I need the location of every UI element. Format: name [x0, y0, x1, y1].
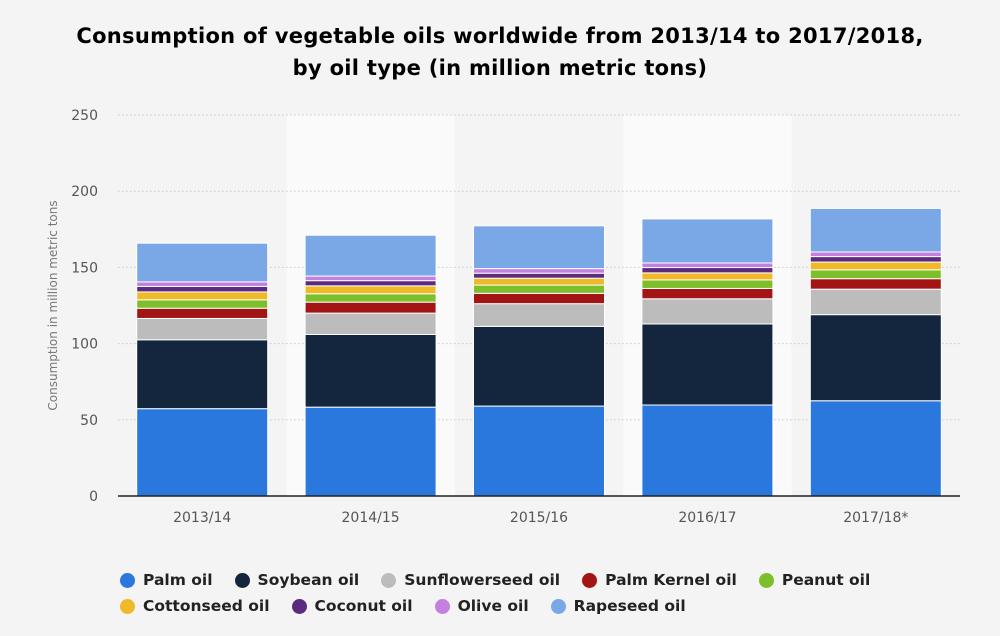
- bar-segment: [473, 268, 605, 274]
- bar-segment: [136, 285, 269, 293]
- bar-segment: [809, 261, 942, 271]
- bar-segment: [136, 299, 269, 309]
- bar-segment: [304, 301, 437, 314]
- legend-item[interactable]: Peanut oil: [758, 570, 871, 590]
- bar-segment: [473, 284, 605, 294]
- bar-segment: [304, 333, 437, 408]
- legend-label: Coconut oil: [314, 597, 413, 615]
- chart-subtitle: by oil type (in million metric tons): [292, 56, 708, 80]
- legend-item[interactable]: Coconut oil: [291, 596, 413, 616]
- bar-segment: [473, 272, 605, 279]
- x-tick-label: 2015/16: [510, 510, 568, 526]
- y-tick-label: 50: [80, 413, 98, 429]
- legend-swatch-icon: [550, 598, 566, 614]
- x-tick-label: 2016/17: [678, 510, 736, 526]
- y-tick-label: 0: [89, 489, 98, 505]
- bar-segment: [304, 406, 437, 497]
- legend-item[interactable]: Palm oil: [120, 570, 213, 590]
- legend-swatch-icon: [582, 572, 598, 588]
- bar-segment: [473, 225, 605, 270]
- legend-label: Olive oil: [457, 597, 529, 615]
- bar-segment: [136, 242, 269, 283]
- x-tick-label: 2013/14: [173, 510, 231, 526]
- legend-item[interactable]: Olive oil: [434, 596, 529, 616]
- bar-segment: [809, 278, 942, 290]
- bar-segment: [809, 400, 942, 497]
- bar-segment: [809, 207, 942, 253]
- stacked-bar-chart: 0 50 100 150 200 250 Consumption in million me…: [46, 108, 960, 526]
- bar-segment: [473, 303, 605, 327]
- bar-segment: [641, 298, 774, 325]
- bar-segment: [641, 272, 774, 281]
- chart-title-line-1: Consumption of vegetable oils worldwide …: [76, 24, 924, 48]
- y-tick-label: 250: [71, 108, 98, 124]
- bar-segment: [136, 317, 269, 341]
- chart-title: Consumption of vegetable oils worldwide …: [0, 20, 1000, 84]
- bar-segment: [473, 325, 605, 407]
- legend-label: Sunflowerseed oil: [404, 571, 561, 589]
- x-tick-label: 2014/15: [342, 510, 400, 526]
- x-tick-label: 2017/18*: [843, 510, 908, 526]
- legend-swatch-icon: [120, 572, 135, 588]
- bar-segment: [641, 404, 774, 497]
- bar-segment: [641, 267, 774, 274]
- legend-swatch-icon: [434, 598, 450, 614]
- bar-segment: [641, 323, 774, 406]
- bar-segment: [304, 312, 437, 335]
- legend-label: Cottonseed oil: [143, 597, 270, 615]
- legend-item[interactable]: Soybean oil: [234, 570, 360, 590]
- legend-swatch-icon: [758, 572, 774, 588]
- legend-swatch-icon: [291, 598, 307, 614]
- bar-segment: [641, 262, 774, 269]
- legend-label: Soybean oil: [257, 571, 360, 589]
- y-tick-label: 150: [71, 260, 98, 276]
- bar-segment: [809, 256, 942, 263]
- bar-segment: [641, 218, 774, 264]
- bar-segment: [136, 408, 269, 497]
- legend-item[interactable]: Cottonseed oil: [120, 596, 270, 616]
- legend-label: Peanut oil: [781, 571, 871, 589]
- bar-segment: [304, 285, 437, 295]
- bar-segment: [304, 275, 437, 282]
- bar-segment: [641, 287, 774, 300]
- legend-label: Palm oil: [143, 571, 213, 589]
- legend-label: Rapeseed oil: [573, 597, 686, 615]
- bar-segment: [136, 281, 269, 287]
- bar-segment: [136, 307, 269, 319]
- y-tick-label: 200: [71, 184, 98, 200]
- bar-segment: [473, 277, 605, 286]
- bar-segment: [136, 291, 269, 301]
- legend-swatch-icon: [120, 598, 135, 614]
- bar-segment: [136, 339, 269, 410]
- y-tick-label: 100: [71, 337, 98, 353]
- bar-segment: [809, 314, 942, 402]
- legend-item[interactable]: Palm Kernel oil: [582, 570, 737, 590]
- chart-legend: Palm oil Soybean oil Sunflowerseed oil Palm…: [120, 570, 940, 616]
- bar-segment: [809, 269, 942, 280]
- bar-segment: [304, 280, 437, 287]
- bar-segment: [473, 292, 605, 305]
- y-axis-label: Consumption in million metric tons: [46, 200, 60, 410]
- legend-swatch-icon: [234, 572, 250, 588]
- bar-segment: [304, 293, 437, 303]
- legend-label: Palm Kernel oil: [605, 571, 737, 589]
- legend-swatch-icon: [381, 572, 397, 588]
- bar-segment: [809, 251, 942, 258]
- bar-segment: [304, 234, 437, 277]
- legend-item[interactable]: Sunflowerseed oil: [381, 570, 560, 590]
- bar-segment: [473, 405, 605, 497]
- bar-segment: [641, 279, 774, 289]
- bar-segment: [809, 288, 942, 316]
- legend-item[interactable]: Rapeseed oil: [550, 596, 686, 616]
